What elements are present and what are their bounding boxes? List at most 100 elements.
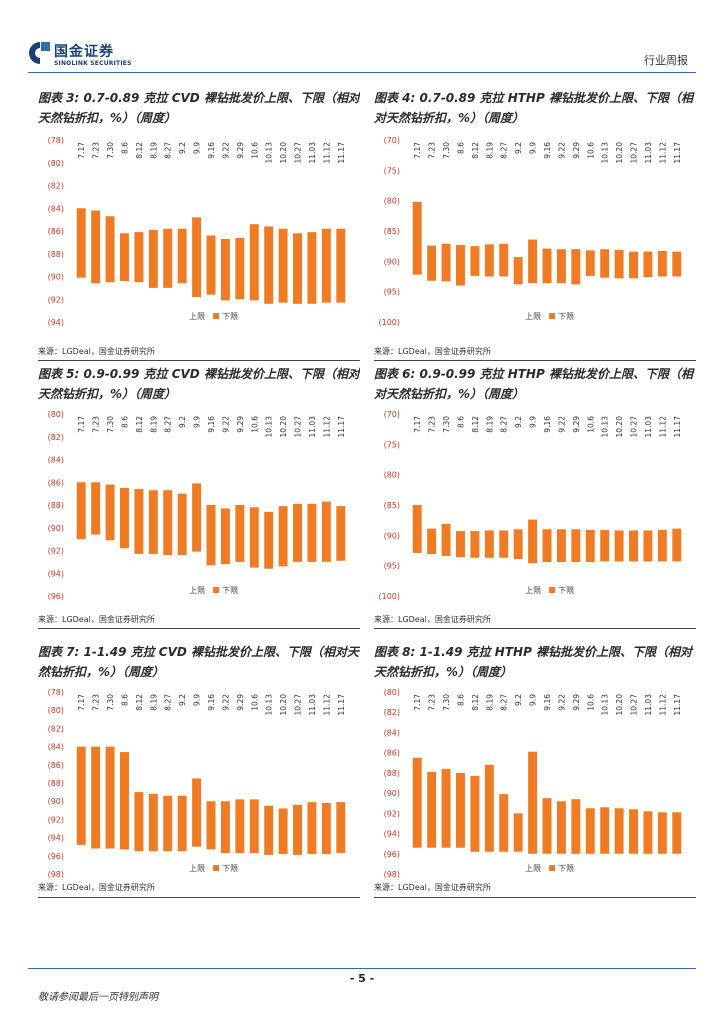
range-bar bbox=[264, 511, 274, 569]
x-tick-label: 8.27 bbox=[500, 694, 509, 711]
range-bar bbox=[307, 232, 317, 304]
range-bar bbox=[528, 751, 538, 854]
y-tick-label: (82) bbox=[48, 182, 64, 191]
x-tick-label: 7.17 bbox=[77, 142, 86, 159]
range-bar bbox=[585, 250, 595, 276]
x-tick-label: 8.6 bbox=[456, 142, 465, 154]
x-tick-label: 10.6 bbox=[250, 416, 259, 433]
chart-3-source: 来源：LGDeal，国金证券研究所 bbox=[38, 347, 155, 356]
y-tick-label: (96) bbox=[384, 850, 400, 859]
range-bar bbox=[76, 746, 86, 845]
range-bar bbox=[614, 808, 624, 854]
range-bar bbox=[105, 216, 115, 283]
range-bar bbox=[192, 483, 202, 552]
y-tick-label: (78) bbox=[48, 688, 64, 697]
range-bar bbox=[336, 506, 346, 561]
y-tick-label: (80) bbox=[384, 471, 400, 480]
x-tick-label: 11.03 bbox=[644, 416, 653, 438]
range-bar bbox=[177, 228, 187, 284]
chart-6-bottom-rule bbox=[374, 628, 696, 629]
x-tick-label: 10.27 bbox=[630, 416, 639, 438]
x-tick-label: 7.17 bbox=[77, 694, 86, 711]
x-tick-label: 7.30 bbox=[442, 694, 451, 711]
y-tick-label: (80) bbox=[48, 159, 64, 168]
footer-rule bbox=[28, 968, 696, 969]
y-tick-label: (98) bbox=[48, 870, 64, 879]
range-bar bbox=[120, 752, 129, 850]
chart-4-title: 图表 4: 0.7-0.89 克拉 HTHP 裸钻批发价上限、下限（相对天然钻折… bbox=[374, 91, 693, 125]
x-tick-label: 10.20 bbox=[615, 694, 624, 716]
header-rule bbox=[28, 72, 696, 73]
x-tick-label: 8.12 bbox=[135, 694, 144, 711]
range-bar bbox=[427, 528, 437, 555]
chart-4-bottom-rule bbox=[374, 360, 696, 361]
range-bar bbox=[177, 795, 187, 852]
range-bar bbox=[456, 772, 465, 848]
range-bar bbox=[76, 482, 86, 540]
x-tick-label: 9.22 bbox=[221, 416, 230, 433]
x-tick-label: 11.03 bbox=[308, 416, 317, 438]
chart-3-bottom-rule bbox=[38, 360, 360, 361]
y-tick-label: (80) bbox=[48, 706, 64, 715]
y-tick-label: (86) bbox=[48, 227, 64, 236]
range-bar bbox=[499, 794, 509, 852]
chart-4-source: 来源：LGDeal，国金证券研究所 bbox=[374, 347, 491, 356]
x-tick-label: 9.16 bbox=[207, 416, 216, 433]
x-tick-label: 9.9 bbox=[529, 694, 538, 706]
y-tick-label: (88) bbox=[48, 779, 64, 788]
y-tick-label: (90) bbox=[48, 524, 64, 533]
range-bar bbox=[542, 798, 552, 854]
range-bar bbox=[120, 487, 129, 549]
x-tick-label: 11.17 bbox=[673, 416, 682, 438]
x-tick-label: 8.12 bbox=[471, 694, 480, 711]
y-tick-label: (84) bbox=[48, 456, 64, 465]
x-tick-label: 9.2 bbox=[514, 694, 523, 706]
range-bar bbox=[499, 243, 509, 277]
range-bar bbox=[307, 503, 317, 562]
x-tick-label: 9.22 bbox=[557, 416, 566, 433]
x-tick-label: 11.17 bbox=[673, 142, 682, 164]
y-tick-label: (92) bbox=[384, 809, 400, 818]
chart-8: (80) (82) (84) (86) (88) (90) (92) (94) (96) (98)… bbox=[374, 686, 696, 884]
y-tick-label: (75) bbox=[384, 166, 400, 175]
x-tick-label: 10.13 bbox=[601, 142, 610, 164]
chart-svg: (78) (80) (82) (84) (86) (88) (90) (92) (94) (96)… bbox=[48, 688, 346, 879]
range-bar bbox=[105, 484, 115, 541]
y-tick-label: (95) bbox=[384, 288, 400, 297]
x-tick-label: 11.03 bbox=[644, 694, 653, 716]
y-tick-label: (78) bbox=[48, 136, 64, 145]
x-tick-label: 9.9 bbox=[193, 142, 202, 154]
range-bar bbox=[412, 201, 422, 275]
chart-8-source: 来源：LGDeal，国金证券研究所 bbox=[374, 883, 491, 892]
chart-5-title: 图表 5: 0.9-0.99 克拉 CVD 裸钻批发价上限、下限（相对天然钻折扣… bbox=[38, 367, 360, 401]
x-tick-label: 9.22 bbox=[557, 142, 566, 159]
range-bar bbox=[148, 229, 158, 288]
range-bar bbox=[657, 812, 667, 854]
range-bar bbox=[148, 490, 158, 554]
range-bar bbox=[629, 809, 638, 854]
range-bar bbox=[672, 812, 682, 854]
y-tick-label: (84) bbox=[48, 743, 64, 752]
y-tick-label: (82) bbox=[48, 724, 64, 733]
y-tick-label: (80) bbox=[384, 197, 400, 206]
legend-upper-label: 上限 bbox=[189, 312, 205, 321]
chart-svg: (80) (82) (84) (86) (88) (90) (92) (94) (96) 7.17… bbox=[48, 410, 346, 601]
chart-5-source: 来源：LGDeal，国金证券研究所 bbox=[38, 615, 155, 624]
y-tick-label: (96) bbox=[48, 852, 64, 861]
x-tick-label: 10.13 bbox=[601, 694, 610, 716]
range-bar bbox=[177, 493, 187, 556]
legend-upper-label: 上限 bbox=[525, 586, 541, 595]
x-tick-label: 9.9 bbox=[529, 142, 538, 154]
range-bar bbox=[499, 530, 509, 558]
range-bar bbox=[585, 808, 595, 854]
x-tick-label: 9.22 bbox=[557, 694, 566, 711]
range-bar bbox=[192, 778, 202, 847]
x-tick-label: 9.16 bbox=[543, 142, 552, 159]
y-tick-label: (86) bbox=[384, 749, 400, 758]
range-bar bbox=[163, 795, 173, 852]
x-tick-label: 7.23 bbox=[92, 416, 101, 433]
legend-lower-label: 下限 bbox=[222, 312, 238, 321]
range-bar bbox=[412, 505, 422, 553]
x-tick-label: 10.20 bbox=[615, 142, 624, 164]
range-bar bbox=[321, 501, 331, 562]
